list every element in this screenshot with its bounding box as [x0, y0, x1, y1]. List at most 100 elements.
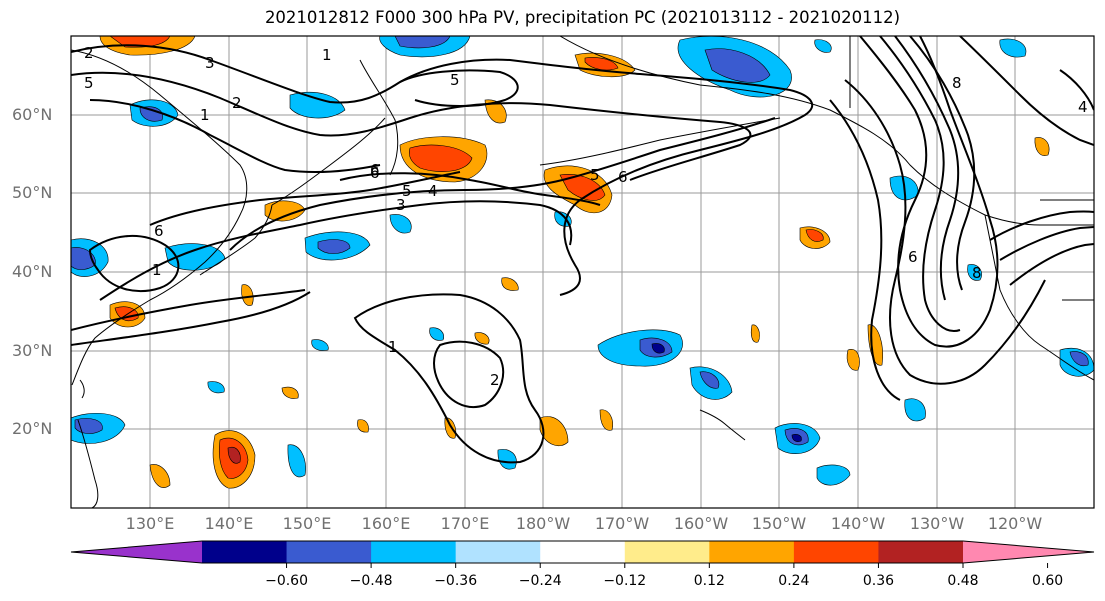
precip-blob [227, 447, 241, 464]
pv-contour [829, 99, 901, 401]
pv-contour [353, 293, 545, 464]
contour-label: 1 [322, 46, 332, 64]
precip-blob [814, 39, 832, 53]
precip-blob [74, 418, 103, 434]
pv-contour [71, 291, 311, 346]
precip-blob [357, 419, 369, 433]
pv-contour [879, 36, 961, 332]
coast-taiwan [79, 379, 85, 399]
contour-labels: 2 3 1 2 5 5 6 5 4 3 6 1 6 2 1 1 5 6 8 8 … [84, 44, 1088, 389]
precip-blob [311, 339, 329, 351]
precip-blob [999, 38, 1027, 58]
precip-blob [114, 306, 139, 321]
contour-label: 4 [1078, 98, 1088, 116]
lat-label-30n: 30°N [12, 341, 53, 360]
contour-label: 5 [84, 74, 94, 92]
pv-contour [1009, 243, 1094, 286]
contour-label: 2 [84, 44, 94, 62]
precip-blob [389, 214, 412, 234]
pv-contour [999, 226, 1094, 261]
colorbar-segment [624, 541, 710, 563]
pv-contour [909, 36, 976, 291]
colorbar-segment [371, 541, 457, 563]
colorbar-tick-label: 0.12 [693, 573, 725, 589]
pv-contour [859, 36, 999, 348]
colorbar [70, 540, 1095, 568]
precip-blob [704, 48, 771, 83]
lat-label-20n: 20°N [12, 419, 53, 438]
contour-label: 6 [154, 222, 164, 240]
colorbar-tick-label: −0.36 [434, 573, 478, 589]
pv-contour [989, 210, 1094, 241]
coast-north-america [984, 214, 1094, 381]
colorbar-tick-label: −0.24 [518, 573, 562, 589]
contour-label: 8 [952, 74, 962, 92]
precip-blob [584, 57, 619, 71]
precip-blob [281, 386, 299, 399]
coast-japan [199, 204, 273, 276]
contour-label: 2 [490, 371, 500, 389]
colorbar-tick-label: −0.12 [603, 573, 647, 589]
lon-label: 150°E [282, 514, 332, 533]
lon-label: 130°W [909, 514, 965, 533]
pv-contour [71, 44, 814, 296]
precip-blob [816, 464, 851, 486]
pv-contour [894, 36, 960, 301]
pv-contour [88, 234, 180, 293]
precip-blob [429, 327, 445, 341]
colorbar-extend-min [71, 541, 202, 563]
colorbar-outline [70, 540, 1095, 564]
colorbar-segment [793, 541, 879, 563]
precip-blob [904, 398, 926, 422]
precip-negative [71, 36, 1094, 486]
lon-label: 160°W [673, 514, 729, 533]
colorbar-segment [709, 541, 795, 563]
coast-aleutians [539, 117, 781, 166]
lon-label: 140°E [204, 514, 254, 533]
contour-label: 1 [152, 261, 162, 279]
figure-title: 2021012812 F000 300 hPa PV, precipitatio… [264, 8, 901, 27]
pv-contour [844, 79, 1046, 385]
precip-blob [967, 264, 982, 281]
lon-label: 170°W [594, 514, 650, 533]
contour-label: 4 [428, 182, 438, 200]
precip-blob [139, 106, 163, 122]
lat-label-40n: 40°N [12, 262, 53, 281]
contour-label: 8 [972, 264, 982, 282]
precip-blob [599, 409, 613, 431]
coast-hawaii [699, 409, 746, 441]
lon-label: 130°E [125, 514, 175, 533]
colorbar-extend-max [963, 541, 1094, 563]
precip-blob [750, 324, 760, 343]
colorbar-segment [286, 541, 372, 563]
precip-blob [409, 144, 473, 172]
colorbar-segment [878, 541, 964, 563]
precip-blob [474, 332, 490, 345]
precip-blob [317, 239, 351, 254]
lon-label: 140°W [830, 514, 886, 533]
colorbar-tick-label: −0.60 [265, 573, 308, 589]
contour-label: 5 [590, 166, 600, 184]
lat-label-50n: 50°N [12, 183, 53, 202]
contour-label: 6 [908, 248, 918, 266]
pv-contour [99, 200, 573, 301]
coast-kuril [271, 117, 386, 206]
contour-label: 6 [370, 161, 380, 179]
contour-label: 5 [402, 182, 412, 200]
lon-label: 160°E [361, 514, 411, 533]
precip-blob [289, 92, 346, 119]
colorbar-tick-label: 0.36 [862, 573, 895, 589]
pv-contour [89, 99, 381, 174]
contour-label: 1 [388, 338, 398, 356]
pv-contour [959, 36, 1094, 146]
contour-label: 1 [200, 106, 210, 124]
colorbar-segment [540, 541, 626, 563]
lon-label: 150°W [751, 514, 807, 533]
colorbar-tick-label: −0.48 [349, 573, 393, 589]
colorbar-tick-label: 0.24 [778, 573, 810, 589]
pv-contour [339, 172, 601, 206]
colorbar-segment [455, 541, 541, 563]
pv-contours [71, 36, 1094, 464]
precip-blob [846, 349, 860, 371]
